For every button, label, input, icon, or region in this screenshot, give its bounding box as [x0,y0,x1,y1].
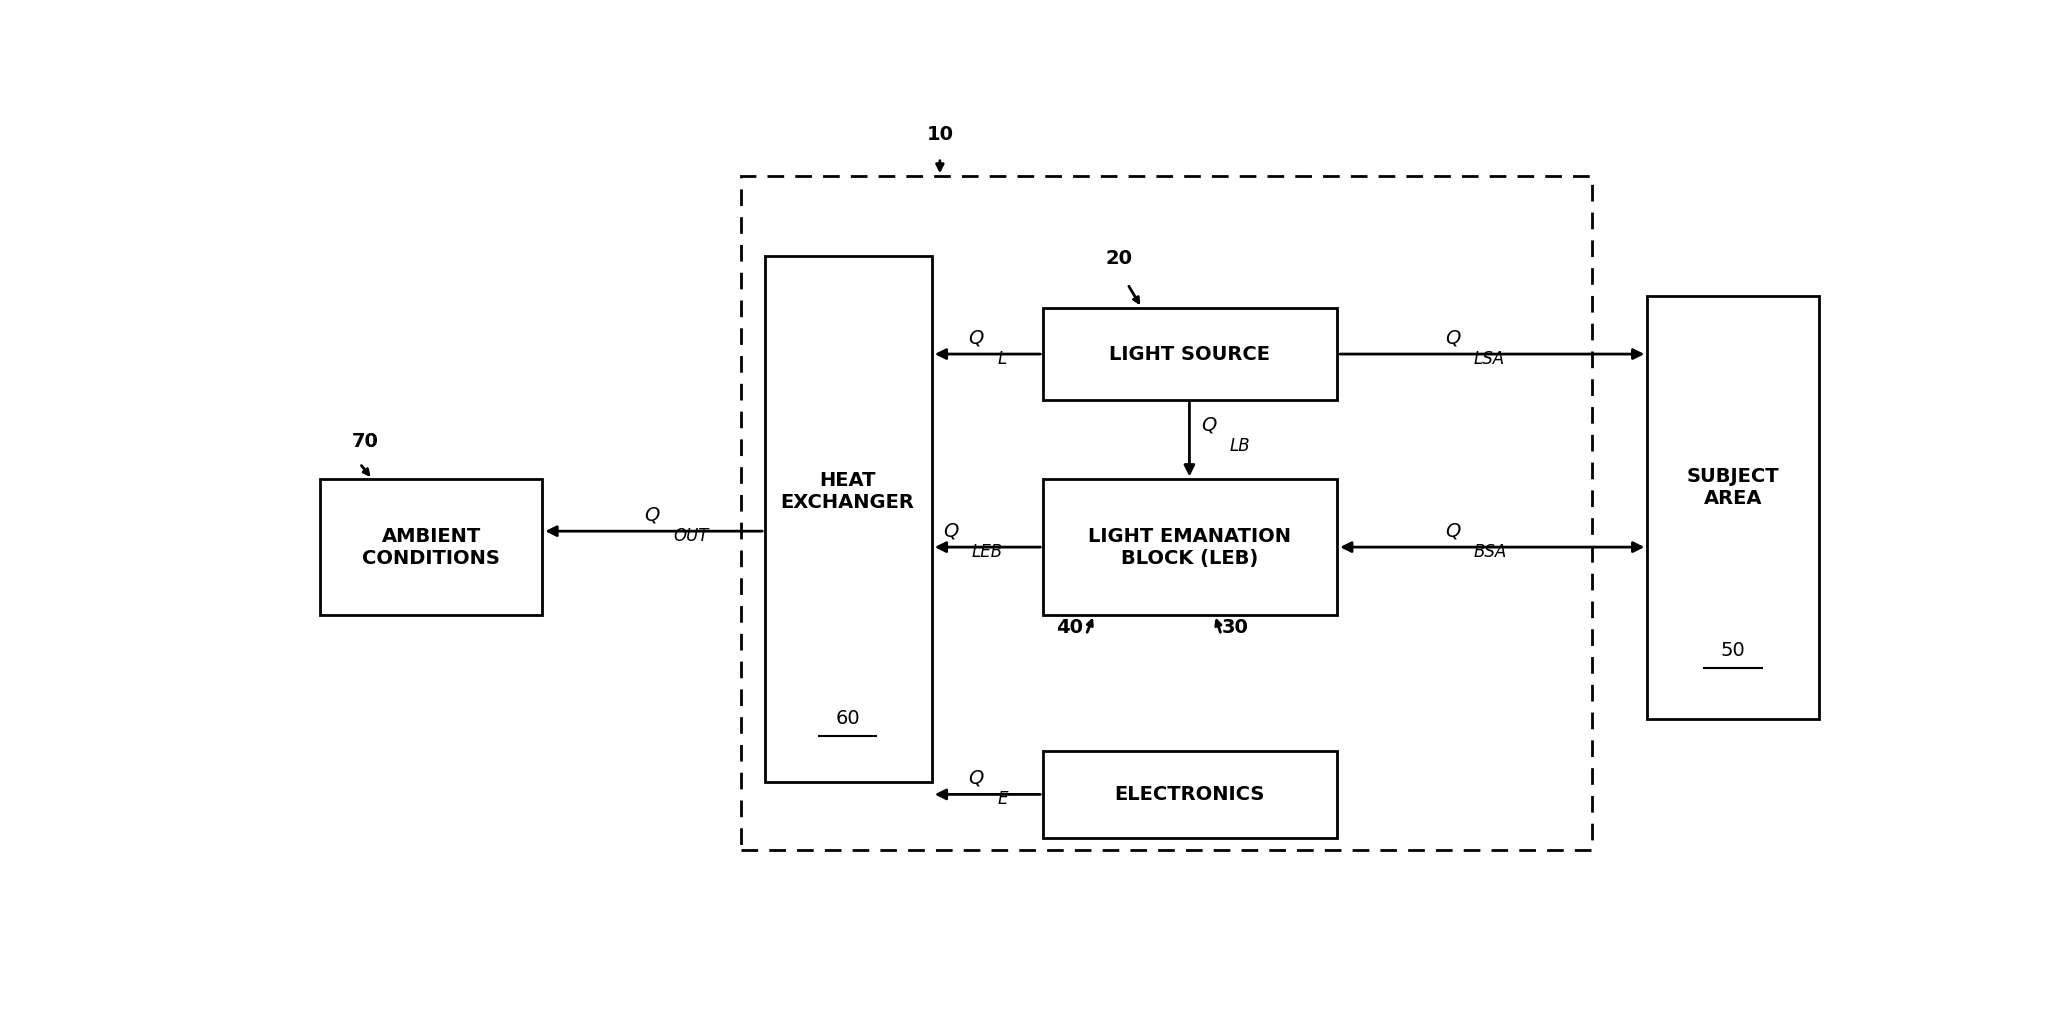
Text: OUT: OUT [673,526,708,545]
Text: LSA: LSA [1475,349,1505,368]
Text: 60: 60 [835,709,859,728]
Bar [740,176,1592,851]
Text: HEAT
EXCHANGER: HEAT EXCHANGER [781,470,915,512]
Text: 10: 10 [927,125,954,144]
Text: AMBIENT
CONDITIONS: AMBIENT CONDITIONS [363,526,500,568]
Text: L: L [997,349,1007,368]
Text: SUBJECT
AREA: SUBJECT AREA [1686,467,1780,508]
Text: $\mathit{Q}$: $\mathit{Q}$ [968,327,984,348]
Text: $\mathit{Q}$: $\mathit{Q}$ [1446,521,1462,541]
Bar [765,256,931,782]
Text: 40: 40 [1056,618,1083,637]
Text: LEB: LEB [972,543,1003,560]
Text: LIGHT SOURCE: LIGHT SOURCE [1110,345,1270,364]
Text: ELECTRONICS: ELECTRONICS [1114,785,1265,804]
Text: E: E [997,790,1007,808]
Bar [320,480,541,615]
Text: 30: 30 [1220,618,1249,637]
Bar [1647,296,1819,719]
Text: $\mathit{Q}$: $\mathit{Q}$ [943,521,960,541]
Bar [1044,308,1337,400]
Text: 70: 70 [353,432,379,452]
Text: $\mathit{Q}$: $\mathit{Q}$ [644,505,660,525]
Text: 20: 20 [1105,249,1132,268]
Bar [1044,480,1337,615]
Text: $\mathit{Q}$: $\mathit{Q}$ [1446,327,1462,348]
Text: 50: 50 [1721,641,1745,660]
Text: $\mathit{Q}$: $\mathit{Q}$ [1200,415,1216,435]
Text: $\mathit{Q}$: $\mathit{Q}$ [968,768,984,788]
Text: LB: LB [1229,437,1249,456]
Text: LIGHT EMANATION
BLOCK (LEB): LIGHT EMANATION BLOCK (LEB) [1087,526,1290,568]
Bar [1044,750,1337,838]
Text: BSA: BSA [1475,543,1507,560]
